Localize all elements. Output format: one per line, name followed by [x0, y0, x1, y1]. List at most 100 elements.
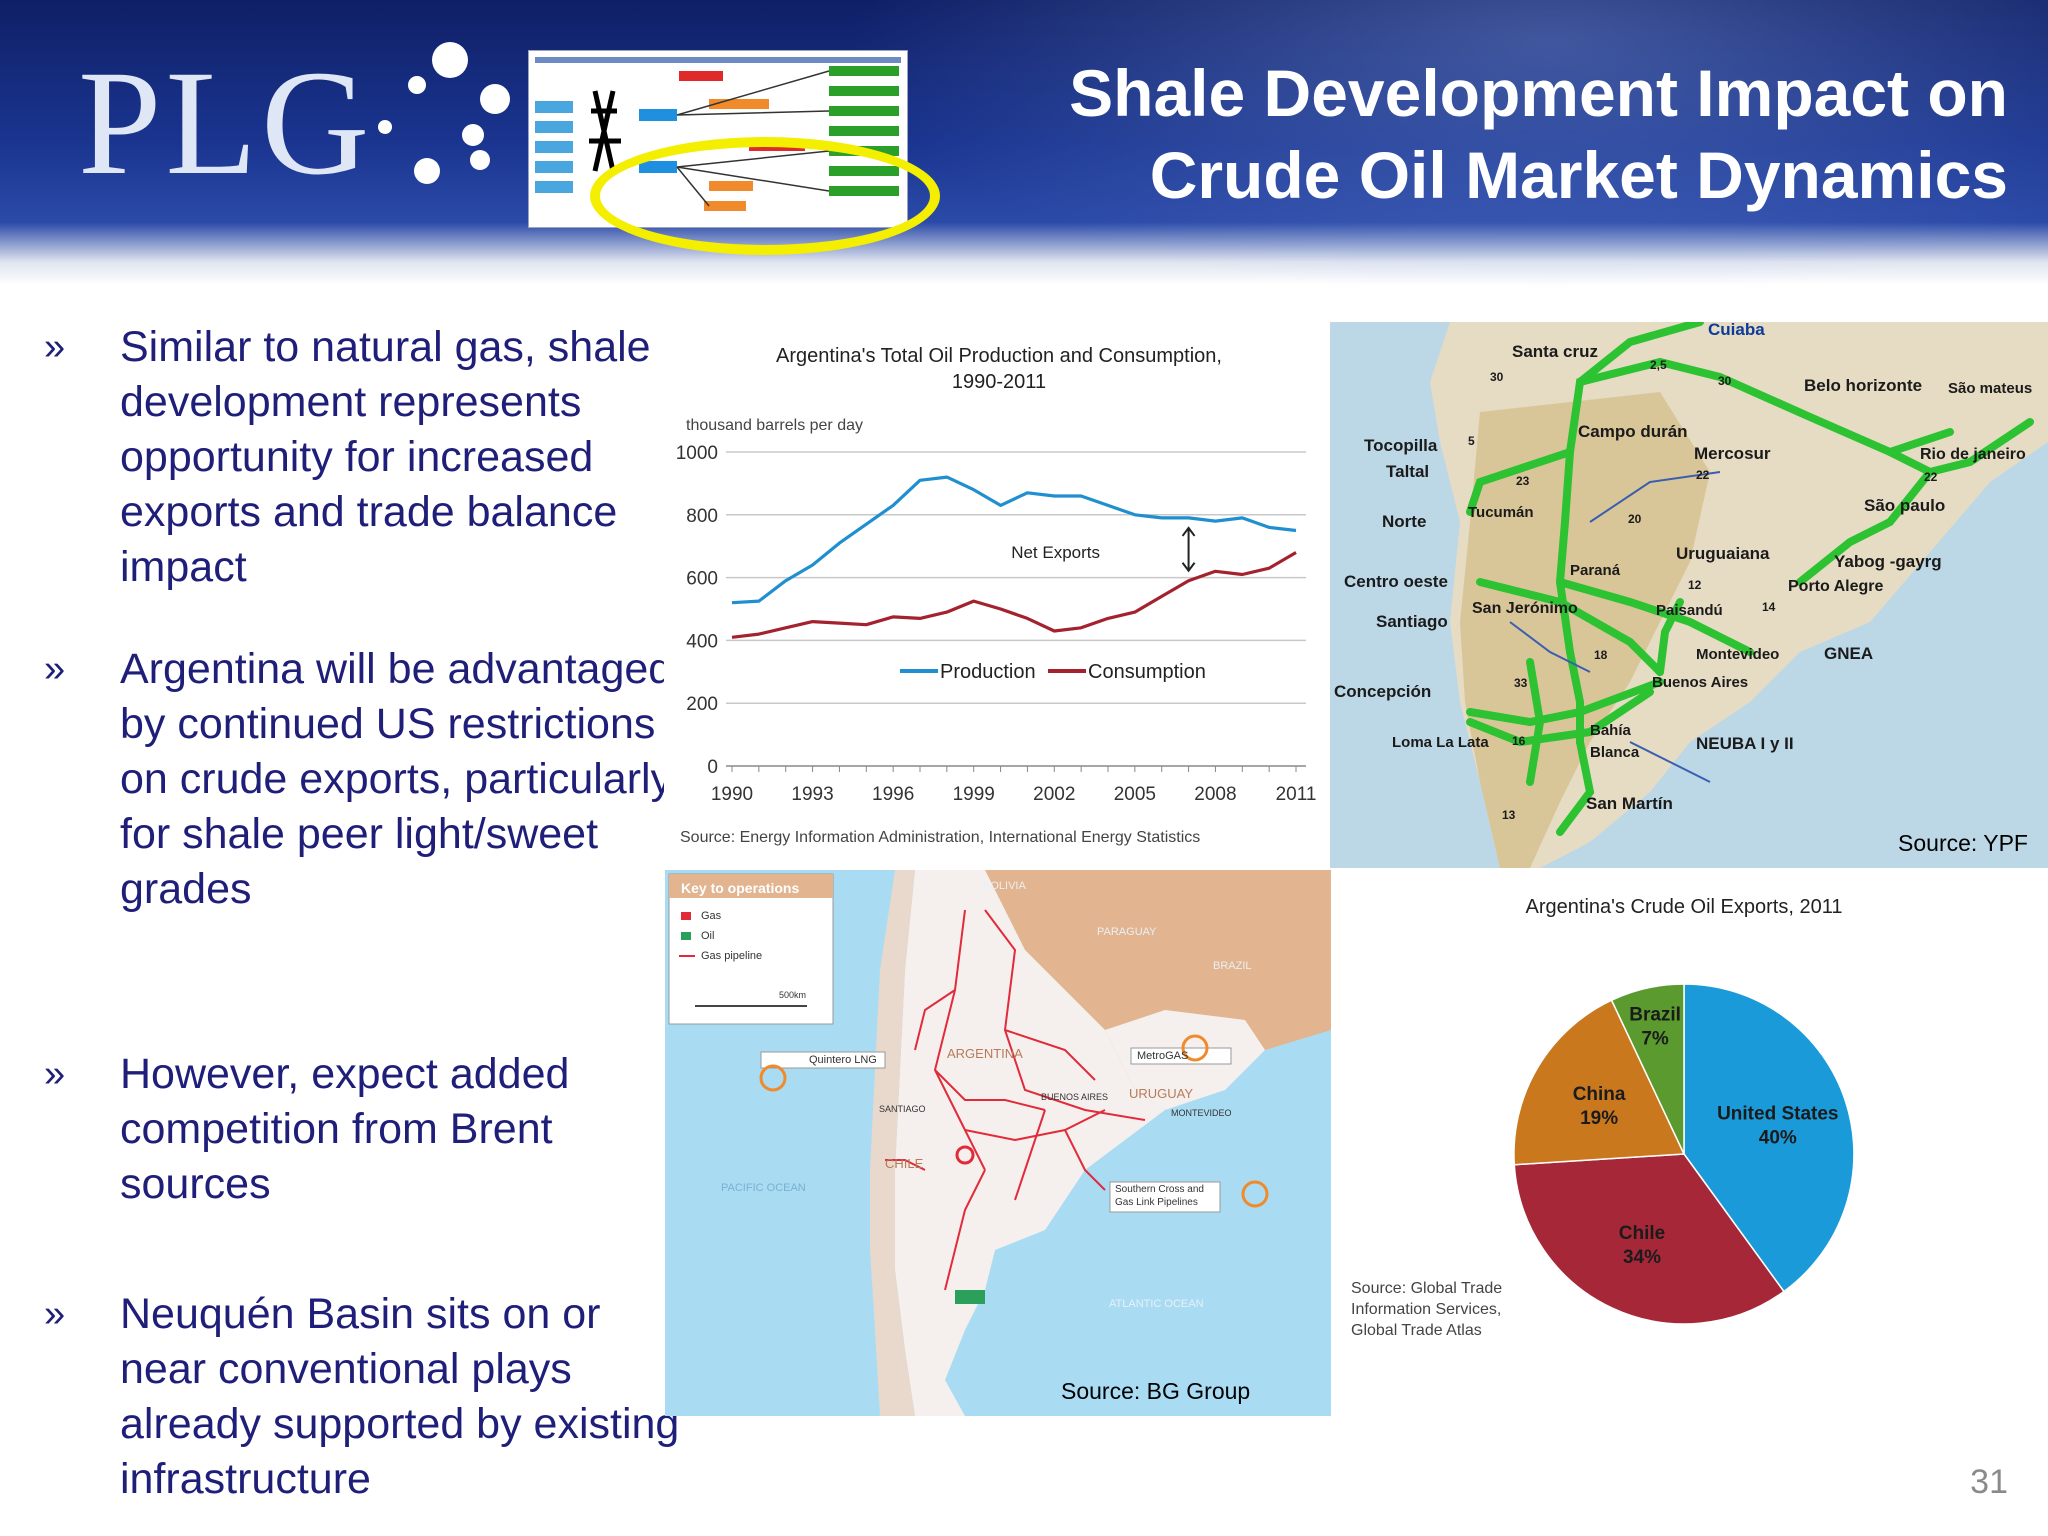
pie-slice-united-states [1683, 983, 1855, 1293]
title-line-1: Shale Development Impact on [1069, 56, 2008, 130]
map-label: NEUBA I y II [1696, 734, 1794, 753]
map-label: CHILE [885, 1156, 924, 1171]
pie-slice-chile [1513, 1153, 1785, 1325]
pie-slice-brazil [1610, 983, 1685, 1155]
bg-group-map: Key to operations Gas Oil Gas pipeline 5… [665, 870, 1331, 1416]
net-exports-label: Net Exports [1011, 543, 1100, 562]
key-title: Key to operations [681, 880, 800, 896]
x-tick-label: 1993 [791, 784, 833, 805]
map-label: PACIFIC OCEAN [721, 1182, 806, 1194]
map-label: 18 [1594, 648, 1608, 662]
map-label: San Jerónimo [1472, 600, 1578, 617]
x-tick-label: 2002 [1033, 784, 1075, 805]
bg-map-svg [668, 870, 1331, 1416]
chart-source: Source: Energy Information Administratio… [680, 829, 1200, 846]
map-label: 16 [1512, 734, 1526, 748]
ypf-pipeline-map: Cuiaba Santa cruz 30 2,5 30 Belo horizon… [1330, 322, 2048, 868]
map-label: Rio de janeiro [1920, 446, 2026, 463]
series-line-production [731, 475, 1297, 605]
map-label: Gas Link Pipelines [1115, 1197, 1198, 1208]
pie-slice-label: Chile [1619, 1223, 1665, 1244]
x-tick-label: 2005 [1114, 784, 1156, 805]
map-label: Montevideo [1696, 646, 1780, 663]
map-label: São paulo [1864, 496, 1946, 515]
ypf-source: Source: YPF [1898, 830, 2028, 856]
production-consumption-chart: Argentina's Total Oil Production and Con… [664, 322, 1330, 868]
map-label: 22 [1924, 470, 1938, 484]
map-label: Loma La Lata [1392, 734, 1489, 751]
map-label: Tucumán [1468, 504, 1534, 521]
pie-slice-label: Brazil [1629, 1005, 1681, 1026]
map-label: BOLIVIA [983, 880, 1026, 892]
map-label: Blanca [1590, 744, 1640, 761]
pie-slice-china [1513, 999, 1686, 1166]
map-label: San Martín [1586, 794, 1673, 813]
header-banner [0, 0, 2048, 285]
bullet-text: Argentina will be advantaged by continue… [120, 645, 673, 913]
pie-slice-percent: 19% [1580, 1108, 1618, 1129]
pie-chart-svg: Argentina's Crude Oil Exports, 2011 Unit… [1351, 896, 1855, 1339]
map-label: 22 [1696, 468, 1710, 482]
plg-logo: PLG [78, 40, 374, 206]
map-label: Southern Cross and [1115, 1184, 1204, 1195]
pie-title: Argentina's Crude Oil Exports, 2011 [1526, 896, 1843, 918]
map-label: 13 [1502, 808, 1516, 822]
slide-title: Shale Development Impact on Crude Oil Ma… [1069, 52, 2008, 216]
x-tick-label: 1999 [953, 784, 995, 805]
map-label: São mateus [1948, 380, 2033, 397]
bullet-marker: » [44, 1053, 66, 1095]
key-item: Gas pipeline [701, 950, 763, 962]
map-label: Buenos Aires [1652, 674, 1749, 691]
map-label: 14 [1762, 600, 1776, 614]
map-label: Santa cruz [1512, 342, 1598, 361]
bg-source: Source: BG Group [1061, 1378, 1251, 1404]
bullet-marker: » [44, 1293, 66, 1335]
y-tick-label: 200 [686, 694, 718, 715]
x-tick-label: 1990 [711, 784, 753, 805]
key-item: Gas [701, 910, 722, 922]
map-label: 23 [1516, 474, 1530, 488]
net-exports-arrow [1181, 526, 1196, 573]
map-label: Paisandú [1656, 602, 1723, 619]
map-label: Concepción [1334, 682, 1432, 701]
pie-slice-label: United States [1717, 1104, 1838, 1125]
map-label: 30 [1718, 374, 1732, 388]
map-label: Yabog -gayrg [1834, 552, 1942, 571]
chart-title-line-2: 1990-2011 [952, 371, 1046, 393]
pie-source-line-1: Source: Global Trade [1351, 1280, 1502, 1297]
line-chart-svg: Argentina's Total Oil Production and Con… [676, 345, 1317, 846]
header-glow [0, 0, 2048, 285]
x-tick-label: 1996 [872, 784, 914, 805]
x-tick-label: 2008 [1194, 784, 1236, 805]
map-label: SANTIAGO [879, 1104, 926, 1114]
map-label: BUENOS AIRES [1041, 1092, 1109, 1102]
map-label: Quintero LNG [809, 1054, 877, 1066]
map-label: MetroGAS [1137, 1050, 1189, 1062]
map-label: Porto Alegre [1788, 578, 1884, 595]
title-line-2: Crude Oil Market Dynamics [1149, 138, 2008, 212]
y-tick-label: 1000 [676, 443, 718, 464]
map-label: BRAZIL [1213, 960, 1252, 972]
y-tick-label: 800 [686, 506, 718, 527]
map-label: 2,5 [1650, 358, 1667, 372]
map-label: Mercosur [1694, 444, 1771, 463]
map-label: 5 [1468, 434, 1475, 448]
page-number: 31 [1970, 1463, 2008, 1501]
series-line-consumption [731, 551, 1297, 639]
map-label: 12 [1688, 578, 1702, 592]
map-label: Campo durán [1578, 422, 1688, 441]
ypf-map-svg [1430, 322, 2048, 868]
map-label: ARGENTINA [947, 1046, 1023, 1061]
map-label: MONTEVIDEO [1171, 1108, 1232, 1118]
x-tick-label: 2011 [1276, 784, 1317, 805]
map-label: Belo horizonte [1804, 376, 1923, 395]
bullet-text: However, expect added competition from B… [120, 1050, 570, 1208]
key-item: Oil [701, 930, 715, 942]
map-label: Paraná [1570, 562, 1621, 579]
map-label: Bahía [1590, 722, 1631, 739]
map-label: GNEA [1824, 644, 1874, 663]
map-label: URUGUAY [1129, 1086, 1194, 1101]
pie-slice-percent: 34% [1623, 1247, 1661, 1268]
bullet-text: Similar to natural gas, shale developmen… [120, 323, 651, 591]
pie-slice-label: China [1573, 1084, 1626, 1105]
